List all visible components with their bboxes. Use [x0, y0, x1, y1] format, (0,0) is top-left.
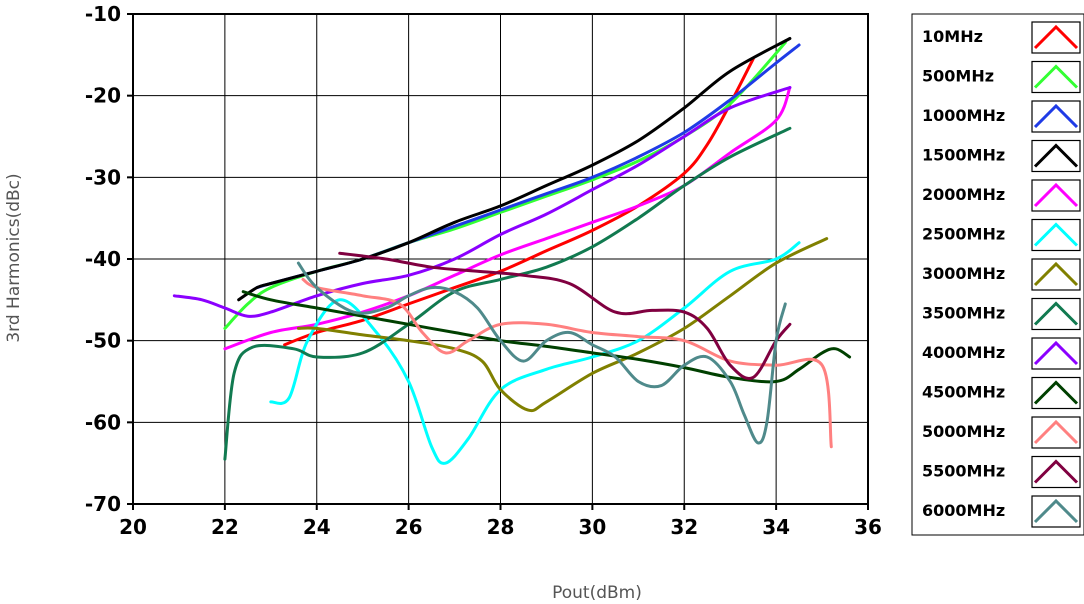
legend-label: 3000MHz: [922, 264, 1005, 283]
legend-entry: 3500MHz: [922, 297, 1081, 331]
legend-entry: 2500MHz: [922, 218, 1081, 252]
series-line-2000mhz: [223, 86, 792, 351]
legend-entry: 5500MHz: [922, 455, 1081, 489]
legend-entry: 1500MHz: [922, 139, 1081, 173]
legend-entry: 1000MHz: [922, 100, 1081, 133]
legend-entry: 2000MHz: [922, 179, 1081, 212]
legend-label: 500MHz: [922, 67, 994, 86]
legend-swatch-box: [1031, 337, 1081, 370]
legend-label: 5500MHz: [922, 462, 1005, 481]
legend-swatch-box: [1031, 376, 1081, 410]
grid-lines: [133, 14, 868, 504]
y-tick-label: -50: [85, 329, 121, 353]
legend-label: 2500MHz: [922, 225, 1005, 244]
series-line-10mhz: [283, 57, 755, 347]
y-tick-label: -60: [85, 410, 121, 434]
legend-label: 6000MHz: [922, 501, 1005, 520]
legend: 10MHz 500MHz 1000MHz 1500MHz 2000MHz 2500MHz 3…: [911, 13, 1084, 536]
legend-entry: 6000MHz: [922, 495, 1081, 528]
legend-label: 1000MHz: [922, 106, 1005, 125]
series-line-2500mhz: [269, 241, 801, 465]
legend-label: 2000MHz: [922, 185, 1005, 204]
legend-swatch-line: [1033, 340, 1079, 366]
legend-swatch-line: [1033, 498, 1079, 524]
legend-swatch-line: [1033, 24, 1079, 50]
y-tick-label: -40: [85, 247, 121, 271]
legend-entry: 5000MHz: [922, 416, 1081, 449]
legend-entry: 4500MHz: [922, 376, 1081, 410]
x-tick-label: 36: [854, 515, 882, 539]
y-axis-title: 3rd Harmonics(dBc): [4, 173, 24, 342]
legend-label: 10MHz: [922, 27, 983, 46]
y-tick-label: -20: [85, 84, 121, 108]
legend-label: 4000MHz: [922, 343, 1005, 362]
x-tick-label: 26: [395, 515, 423, 539]
y-tick-label: -10: [85, 2, 121, 26]
x-tick-label: 30: [578, 515, 606, 539]
series-line-6000mhz: [296, 261, 787, 445]
legend-entry: 3000MHz: [922, 258, 1081, 291]
series-line-5500mhz: [338, 251, 792, 380]
axis-ticks: 20 22 24 26 28 30 32 34 36 -70 -60 -50 -40 -30 -20 -10: [85, 2, 882, 539]
legend-entry: 4000MHz: [922, 337, 1081, 370]
y-tick-label: -30: [85, 165, 121, 189]
legend-swatch-line: [1033, 182, 1079, 208]
legend-swatch-line: [1033, 103, 1079, 129]
series-line-3000mhz: [296, 237, 829, 413]
y-tick-label: -70: [85, 492, 121, 516]
legend-swatch-line: [1033, 261, 1079, 287]
x-tick-label: 28: [487, 515, 515, 539]
x-axis-title: Pout(dBm): [552, 583, 642, 603]
series-line-4500mhz: [241, 290, 852, 384]
legend-swatch-line: [1033, 459, 1079, 484]
x-tick-label: 32: [670, 515, 698, 539]
legend-swatch-line: [1033, 419, 1079, 445]
legend-swatch-line: [1033, 301, 1079, 326]
legend-entry: 500MHz: [922, 60, 1081, 94]
series-lines: [172, 37, 852, 465]
x-tick-label: 34: [762, 515, 790, 539]
x-tick-label: 22: [211, 515, 239, 539]
series-line-3500mhz: [223, 126, 792, 461]
legend-label: 5000MHz: [922, 422, 1005, 441]
legend-swatch-line: [1033, 64, 1079, 89]
legend-swatch-line: [1033, 380, 1079, 405]
legend-label: 4500MHz: [922, 383, 1005, 402]
series-line-1500mhz: [237, 37, 792, 302]
legend-swatch-line: [1033, 143, 1079, 168]
legend-label: 1500MHz: [922, 146, 1005, 165]
x-tick-label: 20: [119, 515, 147, 539]
legend-label: 3500MHz: [922, 304, 1005, 323]
legend-swatch-line: [1033, 222, 1079, 247]
x-tick-label: 24: [303, 515, 331, 539]
legend-entry: 10MHz: [922, 21, 1081, 54]
